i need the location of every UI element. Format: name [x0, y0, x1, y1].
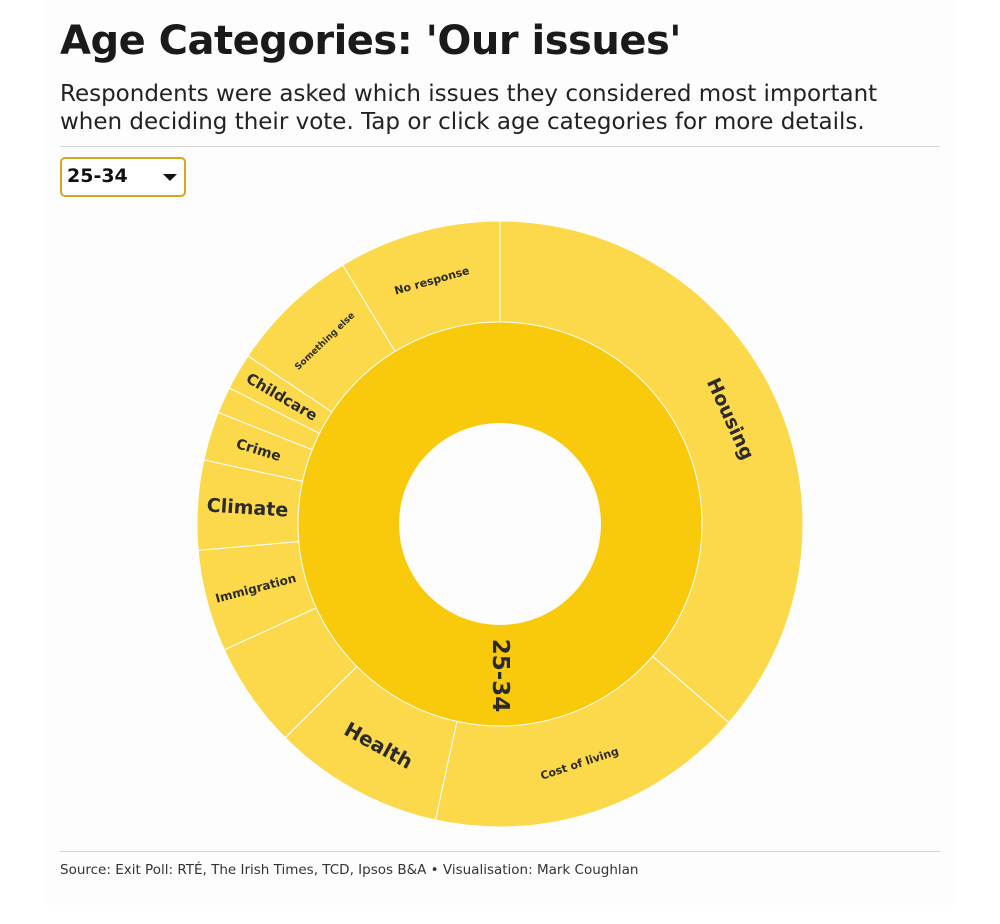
- age-category-selected-value: 25-34: [67, 165, 128, 187]
- sunburst-rings: [196, 220, 804, 828]
- issue-segment-no-response[interactable]: [342, 220, 501, 353]
- segment-label-climate: Climate: [206, 494, 289, 521]
- age-ring-segment[interactable]: [297, 322, 702, 727]
- source-credit: Source: Exit Poll: RTÉ, The Irish Times,…: [60, 862, 639, 878]
- divider-top: [60, 146, 940, 147]
- age-ring-label: 25-34: [487, 639, 513, 713]
- age-category-select[interactable]: 25-34: [60, 157, 186, 197]
- caret-down-icon: [163, 174, 177, 181]
- issue-segment-housing[interactable]: [499, 220, 804, 724]
- divider-bottom: [60, 851, 940, 852]
- page-subtitle: Respondents were asked which issues they…: [60, 81, 878, 135]
- page-title: Age Categories: 'Our issues': [60, 18, 682, 64]
